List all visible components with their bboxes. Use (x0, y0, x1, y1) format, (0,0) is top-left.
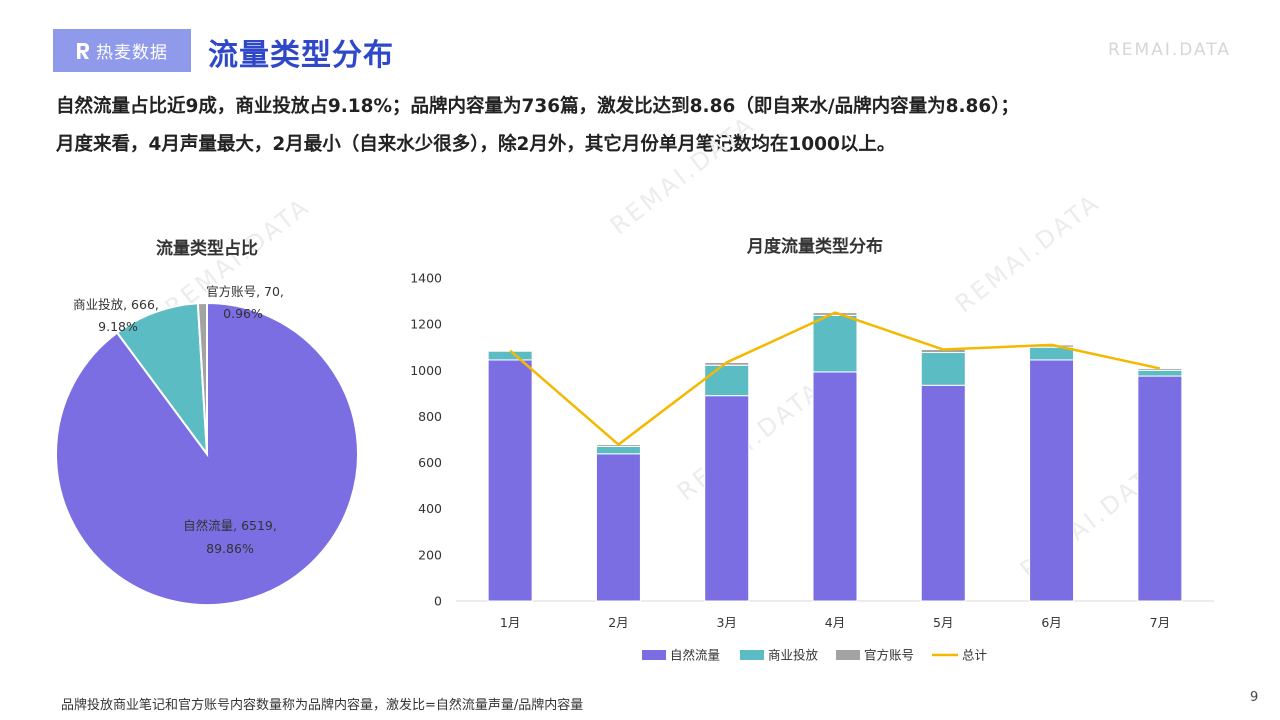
summary-line-2: 月度来看，4月声量最大，2月最小（自来水少很多），除2月外，其它月份单月笔记数均… (56, 134, 896, 155)
bar-segment (812, 314, 858, 373)
bar-segment (704, 395, 750, 602)
bar-segment (704, 364, 750, 397)
bar-segment (595, 453, 641, 602)
logo-icon (76, 42, 90, 59)
y-tick-label: 800 (418, 409, 442, 424)
x-tick-label: 3月 (716, 615, 736, 630)
bar-chart-title: 月度流量类型分布 (746, 236, 883, 257)
bar-segment (487, 359, 533, 602)
pie-label: 自然流量, 6519, (183, 518, 277, 533)
total-line (509, 311, 1161, 446)
pie-percent-label: 9.18% (98, 319, 138, 334)
bar-segment (920, 384, 966, 602)
x-tick-label: 4月 (825, 615, 845, 630)
y-tick-label: 200 (418, 547, 442, 562)
legend-label: 总计 (962, 648, 987, 663)
stacked-bar-chart: 月度流量类型分布 0 200 400 600 800 1000 1200 1400 1月 2月 3月… (410, 236, 1214, 663)
bar-segment (487, 350, 533, 361)
legend-label: 官方账号 (864, 648, 914, 663)
x-tick-label: 6月 (1041, 615, 1061, 630)
legend-swatch (836, 650, 860, 660)
page-number: 9 (1250, 690, 1259, 705)
page-title: 流量类型分布 (208, 38, 394, 73)
pie-label: 官方账号, 70, (206, 284, 284, 299)
bar-segment (595, 445, 641, 455)
bar-segment (1029, 359, 1075, 602)
x-tick-label: 2月 (608, 615, 628, 630)
logo-text: 热麦数据 (96, 43, 168, 63)
x-tick-label: 5月 (933, 615, 953, 630)
pie-chart: 流量类型占比 自然流量, 6519, 89.86% 商业投放, 666, 9.18% 官… (55, 238, 359, 606)
legend-swatch (642, 650, 666, 660)
y-tick-label: 1000 (410, 363, 442, 378)
pie-label: 商业投放, 666, (73, 297, 159, 312)
pie-percent-label: 0.96% (223, 306, 263, 321)
bar-segment (1137, 369, 1183, 377)
pie-slice-3 (196, 301, 208, 455)
y-tick-label: 1400 (410, 271, 442, 286)
footnote: 品牌投放商业笔记和官方账号内容数量称为品牌内容量，激发比=自然流量声量/品牌内容… (61, 698, 584, 713)
bar-segment (1137, 375, 1183, 602)
x-tick-label: 7月 (1150, 615, 1170, 630)
y-tick-label: 0 (434, 594, 442, 609)
legend-label: 自然流量 (670, 648, 720, 663)
pie-chart-title: 流量类型占比 (156, 238, 258, 259)
summary-line-1: 自然流量占比近9成，商业投放占9.18%；品牌内容量为736篇，激发比达到8.8… (56, 96, 1019, 117)
bar-segment (812, 371, 858, 602)
legend-label: 商业投放 (768, 648, 819, 663)
brand-text: REMAI.DATA (1108, 40, 1232, 60)
pie-percent-label: 89.86% (206, 541, 254, 556)
bar-segment (1137, 367, 1183, 371)
y-tick-label: 1200 (410, 317, 442, 332)
y-tick-label: 400 (418, 501, 442, 516)
bar-segment (920, 352, 966, 386)
y-tick-label: 600 (418, 455, 442, 470)
brand-logo: 热麦数据 (53, 29, 191, 72)
x-tick-label: 1月 (500, 615, 520, 630)
pie-slice-2 (115, 302, 209, 458)
legend-swatch (740, 650, 764, 660)
